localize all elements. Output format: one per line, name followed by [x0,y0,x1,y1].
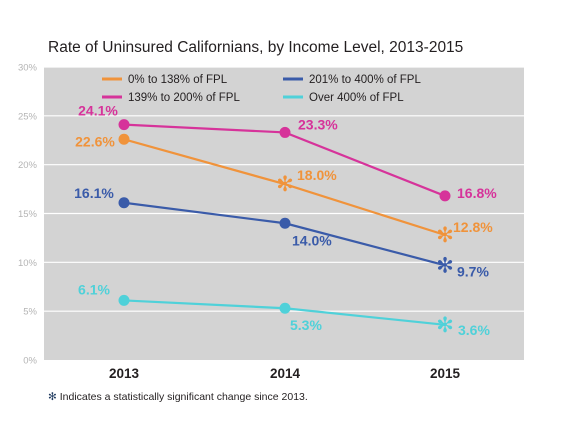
data-label: 9.7% [457,263,489,279]
data-label: 16.8% [457,185,497,201]
y-tick-label: 25% [18,111,38,122]
data-label: 24.1% [78,103,118,119]
data-label: 18.0% [297,167,337,183]
y-tick-label: 10% [18,258,38,269]
y-tick-label: 15% [18,209,38,220]
y-tick-label: 30% [18,63,38,74]
data-label: 6.1% [78,281,110,297]
significance-marker-icon: ✻ [436,314,454,337]
chart-title: Rate of Uninsured Californians, by Incom… [48,39,464,56]
x-tick-label: 2015 [430,366,461,381]
significance-marker-icon: ✻ [276,173,294,196]
y-tick-label: 20% [18,160,38,171]
significance-marker-icon: ✻ [436,224,454,247]
series-group: 22.6%✻ 18.0%✻ 12.8%24.1%23.3%16.8%16.1%14.… [74,103,497,338]
data-point [118,294,130,306]
footnote-text: Indicates a statistically significant ch… [59,391,308,403]
significance-icon: ✻ [48,391,57,403]
x-axis: 2013 2014 2015 [109,366,461,381]
y-tick-label: 5% [23,307,37,318]
data-label: 22.6% [75,133,115,149]
data-point [118,133,130,145]
legend-label: 139% to 200% of FPL [128,92,240,104]
footnote: ✻ Indicates a statistically significant … [48,391,308,403]
series-line [123,138,446,237]
legend: 0% to 138% of FPL 139% to 200% of FPL 201%… [102,74,421,104]
data-point [279,302,291,314]
data-label: 16.1% [74,185,114,201]
data-point [118,119,130,131]
data-point [439,190,451,202]
data-label: 5.3% [290,317,322,333]
legend-label: 201% to 400% of FPL [309,74,421,86]
data-label: 23.3% [298,116,338,132]
x-tick-label: 2013 [109,366,140,381]
legend-label: Over 400% of FPL [309,92,404,104]
legend-label: 0% to 138% of FPL [128,74,228,86]
data-label: 14.0% [292,232,332,248]
x-tick-label: 2014 [270,366,301,381]
data-label: 12.8% [453,219,493,235]
y-axis: 0% 5% 10% 15% 20% 25% 30% [18,63,38,367]
data-label: 3.6% [458,322,490,338]
y-tick-label: 0% [23,356,37,367]
data-point [279,126,291,138]
data-point [118,197,130,209]
data-point [279,217,291,229]
significance-marker-icon: ✻ [436,254,454,277]
